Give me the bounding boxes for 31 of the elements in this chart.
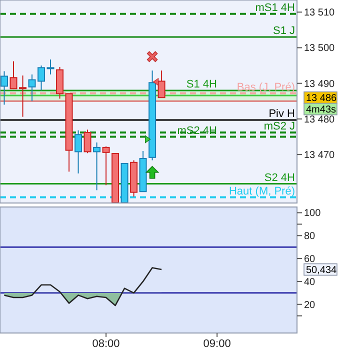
text: 50,434 (306, 265, 338, 276)
text: 4m43s (306, 104, 336, 116)
ref-line-label: mS1 4H (255, 2, 296, 14)
candlestick (158, 70, 166, 98)
ref-line-label: S2 4H (264, 172, 296, 184)
candlestick (102, 146, 110, 186)
candlestick (0, 70, 8, 106)
ref-line-label: Haut (M, Pré) (228, 185, 295, 198)
candlestick (84, 129, 92, 154)
ref-line-label: mS2 J (264, 120, 295, 132)
y-tick-label: 60 (304, 254, 316, 266)
line-series (4, 267, 162, 306)
text: 13 486 (306, 93, 338, 104)
x-tick-label: 08:00 (92, 338, 120, 350)
y-tick-label: 20 (304, 300, 316, 311)
y-tick-label: 100 (304, 208, 322, 220)
ref-line-label: S1 4H (186, 78, 218, 90)
y-tick-label: 13 480 (304, 114, 336, 126)
candlestick (74, 130, 82, 174)
candlestick (56, 66, 64, 100)
y-tick-label: 13 490 (304, 78, 336, 90)
candlestick (93, 142, 101, 191)
ref-line-label: Piv H (268, 108, 296, 120)
y-tick-label: 13 510 (304, 8, 336, 19)
y-tick-label: 40 (304, 276, 316, 288)
y-tick-label: 13 500 (304, 43, 336, 54)
x-tick-label: 09:00 (203, 338, 231, 350)
ref-line-label: S1 J (272, 25, 295, 38)
y-tick-label: 80 (304, 231, 316, 242)
y-tick-label: 13 470 (304, 150, 336, 162)
candlestick (46, 58, 54, 75)
